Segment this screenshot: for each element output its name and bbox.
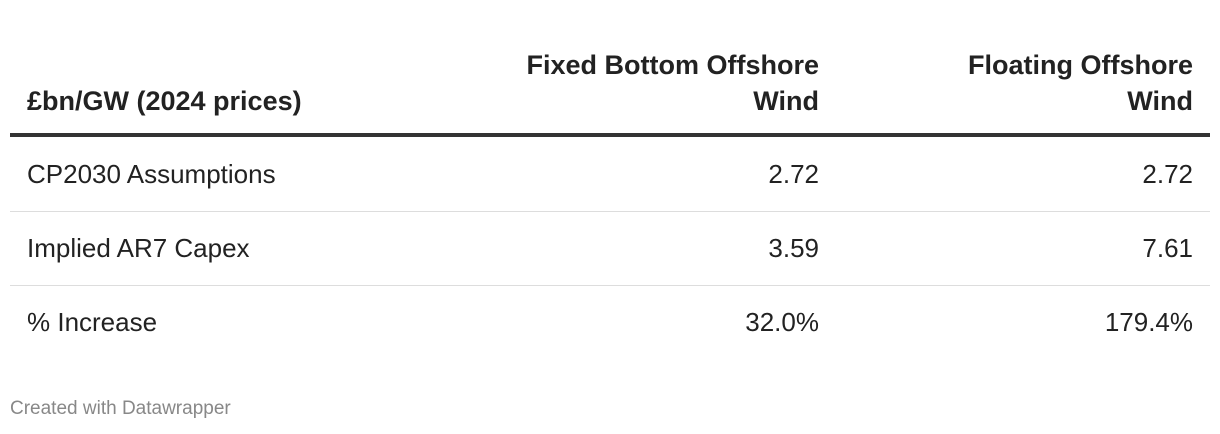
cell: 2.72 <box>1142 158 1193 189</box>
row-label: Implied AR7 Capex <box>27 232 250 263</box>
row-label: CP2030 Assumptions <box>27 158 276 189</box>
cell: 179.4% <box>1104 306 1193 337</box>
header-cell: Fixed Bottom Offshore Wind <box>526 50 819 116</box>
row-rule <box>10 285 1210 286</box>
cell: 32.0% <box>745 306 819 337</box>
row-rule <box>10 211 1210 212</box>
header-cell: Floating Offshore Wind <box>968 50 1193 116</box>
cell: 7.61 <box>1142 232 1193 263</box>
header-rule <box>10 133 1210 137</box>
cell: 3.59 <box>768 232 819 263</box>
footer-credit: Created with Datawrapper <box>10 398 231 419</box>
row-label: % Increase <box>27 306 158 337</box>
cell: 2.72 <box>768 158 819 189</box>
header-cell: £bn/GW (2024 prices) <box>27 86 302 116</box>
